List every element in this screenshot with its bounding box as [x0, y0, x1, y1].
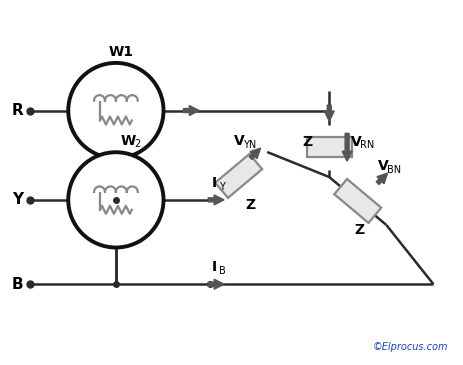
- Text: W: W: [120, 134, 136, 148]
- Text: B: B: [12, 277, 24, 292]
- Polygon shape: [215, 154, 262, 198]
- Polygon shape: [306, 137, 351, 157]
- FancyArrow shape: [341, 133, 351, 161]
- Text: ©Elprocus.com: ©Elprocus.com: [372, 342, 447, 352]
- FancyArrow shape: [375, 173, 387, 184]
- Text: RN: RN: [359, 140, 374, 150]
- Text: Z: Z: [245, 198, 255, 212]
- FancyArrow shape: [324, 105, 333, 121]
- Text: YN: YN: [242, 140, 255, 150]
- FancyArrow shape: [208, 279, 224, 289]
- Circle shape: [68, 152, 163, 247]
- Text: BN: BN: [386, 165, 400, 175]
- Text: V: V: [377, 159, 388, 173]
- Text: I: I: [212, 176, 217, 190]
- Text: W1: W1: [108, 45, 133, 59]
- FancyArrow shape: [249, 148, 260, 160]
- Text: B: B: [219, 266, 225, 276]
- Text: 2: 2: [133, 139, 140, 149]
- Text: V: V: [350, 135, 361, 149]
- Text: Y: Y: [13, 192, 24, 207]
- Text: V: V: [233, 134, 244, 148]
- Text: I: I: [212, 260, 217, 274]
- Text: R: R: [12, 103, 24, 118]
- Polygon shape: [333, 179, 381, 223]
- FancyArrow shape: [208, 195, 224, 205]
- Circle shape: [68, 63, 163, 158]
- Text: Y: Y: [219, 182, 225, 192]
- FancyArrow shape: [183, 105, 199, 115]
- Text: Z: Z: [301, 135, 312, 149]
- Text: Z: Z: [354, 223, 364, 237]
